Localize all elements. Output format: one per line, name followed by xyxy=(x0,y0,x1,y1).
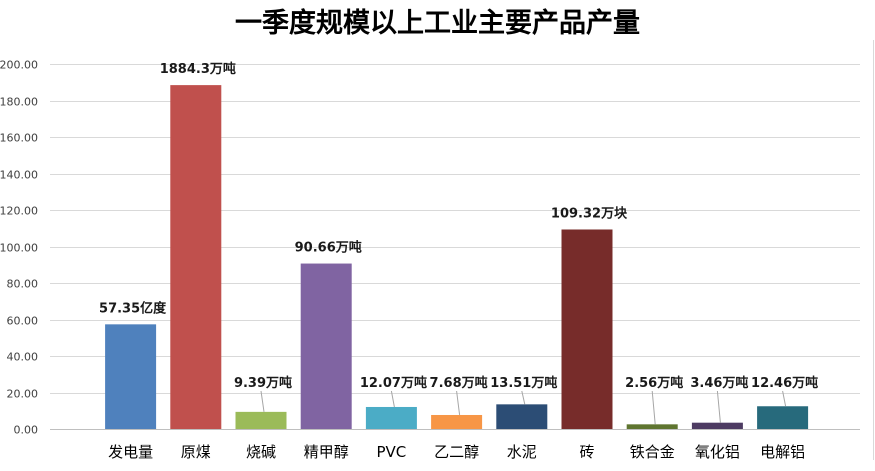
bar xyxy=(496,404,548,429)
data-label: 12.07万吨 xyxy=(360,375,427,391)
x-tick-label: 发电量 xyxy=(108,443,153,461)
data-label: 1884.3万吨 xyxy=(160,61,236,77)
bar xyxy=(691,422,743,429)
bar xyxy=(431,414,483,429)
y-tick-label: 160.00 xyxy=(0,132,38,145)
data-label: 57.35亿度 xyxy=(99,300,167,316)
data-label-leader xyxy=(456,390,461,416)
x-tick-label: 电解铝 xyxy=(760,443,805,461)
x-tick-label: 原煤 xyxy=(181,443,211,461)
y-tick-label: 40.00 xyxy=(7,351,39,364)
y-tick-label: 80.00 xyxy=(7,278,39,291)
x-tick-label: 砖 xyxy=(579,443,594,461)
data-label-leader xyxy=(651,390,656,425)
y-tick-label: 120.00 xyxy=(0,205,38,218)
bar xyxy=(365,406,417,429)
bar xyxy=(170,85,222,430)
y-tick-label: 60.00 xyxy=(7,315,39,328)
data-label-leader xyxy=(782,390,787,407)
x-tick-label: 水泥 xyxy=(507,443,537,461)
data-label-leader xyxy=(716,390,721,423)
bar xyxy=(757,406,809,429)
y-tick-label: 180.00 xyxy=(0,96,38,109)
data-label-leader xyxy=(390,390,395,408)
x-tick-label: PVC xyxy=(377,443,407,461)
y-tick-label: 0.00 xyxy=(14,424,39,437)
data-label: 90.66万吨 xyxy=(295,240,362,256)
data-label: 9.39万吨 xyxy=(234,375,292,391)
data-label: 12.46万吨 xyxy=(751,375,818,391)
data-label: 2.56万吨 xyxy=(625,375,683,391)
data-label: 109.32万块 xyxy=(551,205,628,221)
y-tick-label: 20.00 xyxy=(7,388,39,401)
chart-title: 一季度规模以上工业主要产品产量 xyxy=(235,8,640,39)
bar xyxy=(626,424,678,429)
bar xyxy=(300,263,352,429)
x-tick-label: 精甲醇 xyxy=(304,443,349,461)
y-tick-label: 200.00 xyxy=(0,59,38,72)
bar xyxy=(105,324,157,429)
bar xyxy=(561,229,613,429)
bar xyxy=(235,411,287,429)
x-tick-label: 烧碱 xyxy=(246,443,276,461)
x-tick-label: 氧化铝 xyxy=(695,443,740,461)
x-tick-label: 乙二醇 xyxy=(434,443,479,461)
data-label-leader xyxy=(521,390,526,405)
chart-border xyxy=(873,40,874,460)
data-label: 7.68万吨 xyxy=(430,375,488,391)
data-label: 3.46万吨 xyxy=(690,375,748,391)
x-tick-label: 铁合金 xyxy=(630,443,675,461)
y-tick-label: 140.00 xyxy=(0,169,38,182)
data-label: 13.51万吨 xyxy=(490,375,557,391)
y-tick-label: 100.00 xyxy=(0,242,38,255)
data-label-leader xyxy=(260,390,265,412)
